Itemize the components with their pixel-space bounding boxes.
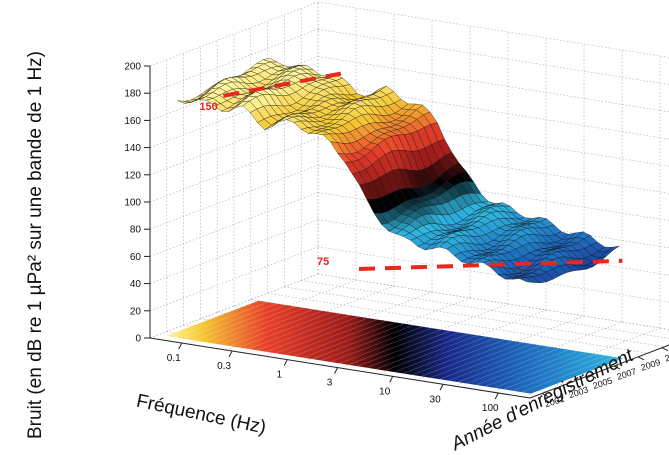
floor-stripe xyxy=(257,314,350,351)
x-tick-label: 0.3 xyxy=(217,361,231,372)
floor-stripe xyxy=(366,332,460,368)
z-tick-label: 60 xyxy=(130,252,142,263)
z-tick-label: 0 xyxy=(135,334,141,345)
floor-stripe xyxy=(430,342,523,379)
grid-line xyxy=(317,219,669,276)
floor-stripe xyxy=(457,346,551,383)
grid-line xyxy=(317,56,669,113)
floor-stripe xyxy=(284,319,378,356)
y-tick xyxy=(565,383,573,388)
floor-stripe xyxy=(202,306,295,343)
floor-stripe xyxy=(193,304,286,341)
grid-line xyxy=(284,286,665,348)
z-tick-label: 40 xyxy=(130,279,142,290)
z-tick-label: 140 xyxy=(124,143,141,154)
y-tick xyxy=(541,392,549,397)
floor-stripe xyxy=(466,348,560,384)
reference-label-150: 150 xyxy=(199,101,217,113)
floor-stripe xyxy=(266,316,359,353)
floor-projection xyxy=(166,300,624,394)
floor-stripe xyxy=(238,312,332,348)
grid-line xyxy=(267,292,648,354)
floor-stripe xyxy=(439,343,533,380)
floor-stripe xyxy=(184,303,277,340)
floor-stripe xyxy=(512,355,606,392)
floor-stripe xyxy=(412,339,505,376)
floor-stripe xyxy=(485,350,578,387)
reference-line-150 xyxy=(223,71,342,98)
x-tick xyxy=(334,367,339,374)
grid-line xyxy=(317,246,669,303)
floor-stripe xyxy=(330,326,423,363)
x-tick xyxy=(228,350,233,358)
x-axis-label: Fréquence (Hz) xyxy=(134,391,267,439)
z-tick-label: 20 xyxy=(130,306,142,317)
floor-stripe xyxy=(475,349,569,386)
reference-line-75 xyxy=(358,258,623,271)
grid-line xyxy=(301,280,669,339)
y-tick xyxy=(661,347,669,352)
grid-line xyxy=(317,273,669,330)
floor-stripe xyxy=(393,336,487,373)
z-axis-label: Bruit (en dB re 1 µPa² sur une bande de … xyxy=(25,51,46,439)
floor-stripe xyxy=(211,307,305,344)
y-tick-label: 2011 xyxy=(664,348,669,363)
z-tick-label: 80 xyxy=(130,225,142,236)
y-tick xyxy=(589,374,597,379)
noise-surface xyxy=(177,58,620,284)
floor-stripe xyxy=(175,301,268,338)
floor-stripe xyxy=(339,327,432,364)
axis-ticks: 0 20 40 60 80 100 120 140 160 180 200 0.1 0.3 1 3 10 30 1… xyxy=(124,62,669,414)
y-tick xyxy=(637,356,645,361)
grid-line xyxy=(317,1,669,58)
z-tick-label: 160 xyxy=(124,116,141,127)
floor-stripe xyxy=(220,309,314,345)
x-tick-label: 1 xyxy=(276,370,282,381)
floor-stripe xyxy=(320,324,414,361)
z-tick-label: 200 xyxy=(124,62,141,73)
floor-stripe xyxy=(494,352,587,389)
floor-stripe xyxy=(229,310,323,347)
y-tick xyxy=(613,365,621,370)
floor-stripe xyxy=(375,333,469,370)
reference-lines: 150 75 xyxy=(199,71,623,271)
x-tick-label: 100 xyxy=(482,403,499,414)
floor-stripe xyxy=(348,329,441,366)
x-axis-line xyxy=(149,337,531,399)
z-tick-label: 180 xyxy=(124,89,141,100)
floor-stripe xyxy=(247,313,341,350)
x-tick-label: 3 xyxy=(327,378,333,389)
floor-stripe xyxy=(384,335,478,371)
surface-patch xyxy=(519,277,535,283)
x-tick-label: 10 xyxy=(379,386,391,397)
x-tick xyxy=(283,359,288,366)
z-tick-label: 100 xyxy=(124,198,141,209)
floor-stripe xyxy=(503,353,596,390)
x-tick xyxy=(389,376,394,383)
x-tick xyxy=(494,392,499,400)
floor-stripe xyxy=(448,345,542,381)
reference-label-75: 75 xyxy=(317,256,329,268)
floor-stripe xyxy=(293,320,387,357)
floor-stripe xyxy=(403,337,496,374)
floor-stripe xyxy=(421,340,514,377)
x-tick xyxy=(178,342,183,350)
floor-colormap xyxy=(166,300,624,394)
x-tick xyxy=(439,384,444,391)
floor-stripe xyxy=(302,322,396,358)
grid-line xyxy=(317,28,669,85)
floor-stripe xyxy=(357,330,451,367)
floor-stripe xyxy=(521,356,615,393)
x-tick-label: 30 xyxy=(430,394,442,405)
floor-stripe xyxy=(275,317,368,354)
x-tick-label: 0.1 xyxy=(167,353,181,364)
z-tick-label: 120 xyxy=(124,170,141,181)
floor-stripe xyxy=(311,323,405,360)
